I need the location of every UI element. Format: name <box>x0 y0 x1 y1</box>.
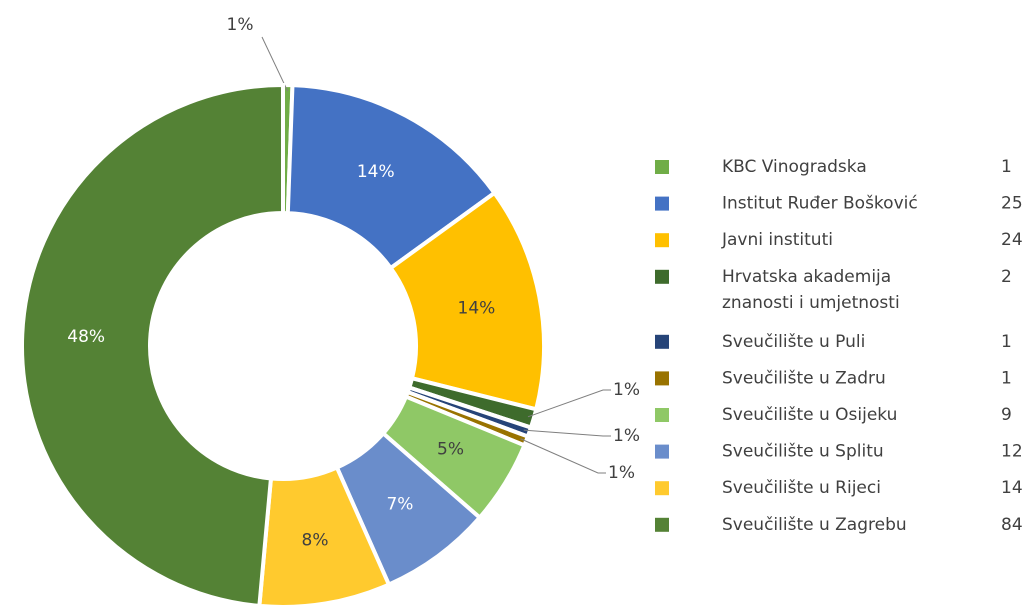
legend-value: 12 <box>1001 442 1023 462</box>
legend-label: KBC Vinogradska <box>722 157 867 177</box>
legend-value: 1 <box>1001 332 1012 352</box>
legend-label: Institut Ruđer Bošković <box>722 194 918 214</box>
legend-value: 1 <box>1001 368 1012 388</box>
legend-label: Sveučilište u Splitu <box>722 442 884 462</box>
data-label: 1% <box>227 15 254 35</box>
legend-value: 1 <box>1001 157 1012 177</box>
legend-label: znanosti i umjetnosti <box>722 293 900 313</box>
data-label: 1% <box>608 463 635 483</box>
legend-label: Sveučilište u Puli <box>722 332 865 352</box>
legend-value: 2 <box>1001 267 1012 287</box>
legend-swatch <box>655 371 669 386</box>
legend-value: 24 <box>1001 230 1023 250</box>
data-label: 14% <box>357 162 395 182</box>
data-label: 5% <box>437 440 464 460</box>
data-label: 8% <box>302 530 329 550</box>
data-label: 14% <box>458 299 496 319</box>
legend-swatch <box>655 160 669 174</box>
legend-swatch <box>655 334 669 349</box>
legend-swatch <box>655 408 669 422</box>
legend-swatch <box>655 196 669 211</box>
legend-value: 9 <box>1001 405 1012 425</box>
data-label: 7% <box>386 495 413 515</box>
legend-label: Sveučilište u Zagrebu <box>722 515 907 535</box>
data-label: 48% <box>67 327 105 347</box>
data-label: 1% <box>613 380 640 400</box>
leader-line <box>523 429 611 437</box>
data-label: 1% <box>613 426 640 446</box>
legend-label: Sveučilište u Zadru <box>722 368 886 388</box>
leader-line <box>261 36 289 92</box>
legend-swatch <box>655 444 669 459</box>
legend-swatch <box>655 517 669 532</box>
leader-line <box>527 389 611 418</box>
legend-label: Sveučilište u Osijeku <box>722 405 897 425</box>
legend-label: Javni instituti <box>721 230 833 250</box>
slice <box>20 82 285 609</box>
legend-swatch <box>655 233 669 248</box>
legend-label: Hrvatska akademija <box>722 267 891 287</box>
leader-line <box>520 438 606 474</box>
legend-value: 84 <box>1001 515 1023 535</box>
slice <box>285 83 498 271</box>
legend-value: 14 <box>1001 478 1023 498</box>
legend-swatch <box>655 269 669 284</box>
legend-label: Sveučilište u Rijeci <box>722 478 881 498</box>
legend-swatch <box>655 481 669 496</box>
legend-value: 25 <box>1001 194 1023 214</box>
